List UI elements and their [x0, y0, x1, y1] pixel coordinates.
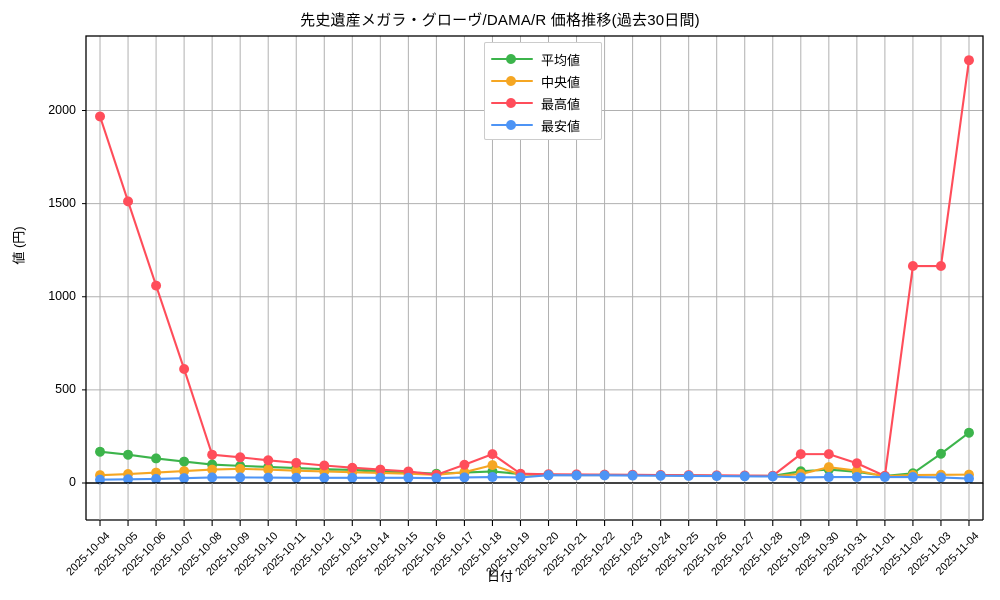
data-point — [207, 449, 218, 460]
legend-label: 最高値 — [541, 96, 581, 112]
data-point — [487, 460, 498, 471]
data-point — [291, 465, 302, 476]
data-point — [375, 472, 386, 483]
data-point — [151, 280, 162, 291]
series-4 — [95, 470, 974, 485]
data-point — [823, 472, 834, 483]
data-point — [683, 470, 694, 481]
data-point — [711, 471, 722, 482]
data-point — [879, 472, 890, 483]
legend-swatch-icon — [491, 97, 533, 109]
legend-item[interactable]: 最高値 — [491, 92, 593, 114]
data-point — [263, 464, 274, 475]
data-point — [235, 463, 246, 474]
legend-item[interactable]: 最安値 — [491, 114, 593, 136]
data-point — [95, 474, 106, 485]
y-tick-label: 0 — [69, 475, 76, 489]
data-point — [963, 473, 974, 484]
y-tick-label: 1500 — [48, 195, 76, 210]
x-axis-label: 日付 — [486, 569, 513, 584]
legend-swatch-icon — [491, 75, 533, 87]
data-point — [487, 449, 498, 460]
legend-label: 平均値 — [541, 52, 581, 68]
data-point — [571, 470, 582, 481]
data-point — [795, 449, 806, 460]
data-point — [403, 472, 414, 483]
data-point — [95, 446, 106, 457]
data-point — [795, 472, 806, 483]
data-point — [347, 472, 358, 483]
data-point — [123, 196, 134, 207]
chart-legend: 平均値中央値最高値最安値 — [484, 42, 602, 140]
data-point — [627, 470, 638, 481]
data-point — [459, 472, 470, 483]
data-point — [907, 261, 918, 272]
data-point — [319, 472, 330, 483]
legend-swatch-icon — [491, 53, 533, 65]
y-tick-label: 1000 — [48, 288, 76, 303]
data-point — [851, 472, 862, 483]
data-point — [207, 464, 218, 475]
data-point — [935, 472, 946, 483]
y-axis-label-wrap: 値 (円) — [6, 0, 32, 600]
data-point — [347, 462, 358, 473]
data-point — [739, 471, 750, 482]
y-axis-label: 値 (円) — [11, 226, 27, 265]
data-point — [963, 55, 974, 66]
chart-title: 先史遺産メガラ・グローヴ/DAMA/R 価格推移(過去30日間) — [300, 12, 700, 29]
legend-label: 中央値 — [541, 74, 581, 90]
data-point — [851, 458, 862, 469]
legend-item[interactable]: 中央値 — [491, 70, 593, 92]
data-point — [263, 472, 274, 483]
legend-swatch-icon — [491, 119, 533, 131]
y-tick-label: 500 — [55, 381, 76, 396]
data-point — [95, 111, 106, 122]
series-layer — [95, 55, 974, 485]
data-point — [935, 448, 946, 459]
legend-item[interactable]: 平均値 — [491, 48, 593, 70]
tick-marks — [82, 110, 970, 526]
data-point — [263, 455, 274, 466]
data-point — [963, 427, 974, 438]
data-point — [823, 462, 834, 473]
data-point — [767, 471, 778, 482]
data-point — [291, 472, 302, 483]
data-point — [515, 472, 526, 483]
data-point — [179, 473, 190, 484]
data-point — [543, 470, 554, 481]
data-point — [179, 364, 190, 375]
data-point — [907, 472, 918, 483]
series-line — [98, 474, 971, 481]
data-point — [179, 456, 190, 467]
legend-label: 最安値 — [541, 118, 581, 134]
data-point — [151, 453, 162, 464]
axis-frame — [85, 35, 984, 521]
data-point — [319, 460, 330, 471]
data-point — [235, 472, 246, 483]
data-point — [207, 472, 218, 483]
data-point — [375, 464, 386, 475]
y-tick-label: 2000 — [48, 102, 76, 117]
data-point — [655, 470, 666, 481]
data-point — [235, 452, 246, 463]
data-point — [599, 470, 610, 481]
data-point — [123, 474, 134, 485]
data-point — [431, 473, 442, 484]
data-point — [823, 449, 834, 460]
data-point — [179, 466, 190, 477]
data-point — [291, 457, 302, 468]
data-point — [123, 449, 134, 460]
data-point — [151, 473, 162, 484]
data-point — [459, 459, 470, 470]
data-point — [487, 472, 498, 483]
data-point — [935, 261, 946, 272]
